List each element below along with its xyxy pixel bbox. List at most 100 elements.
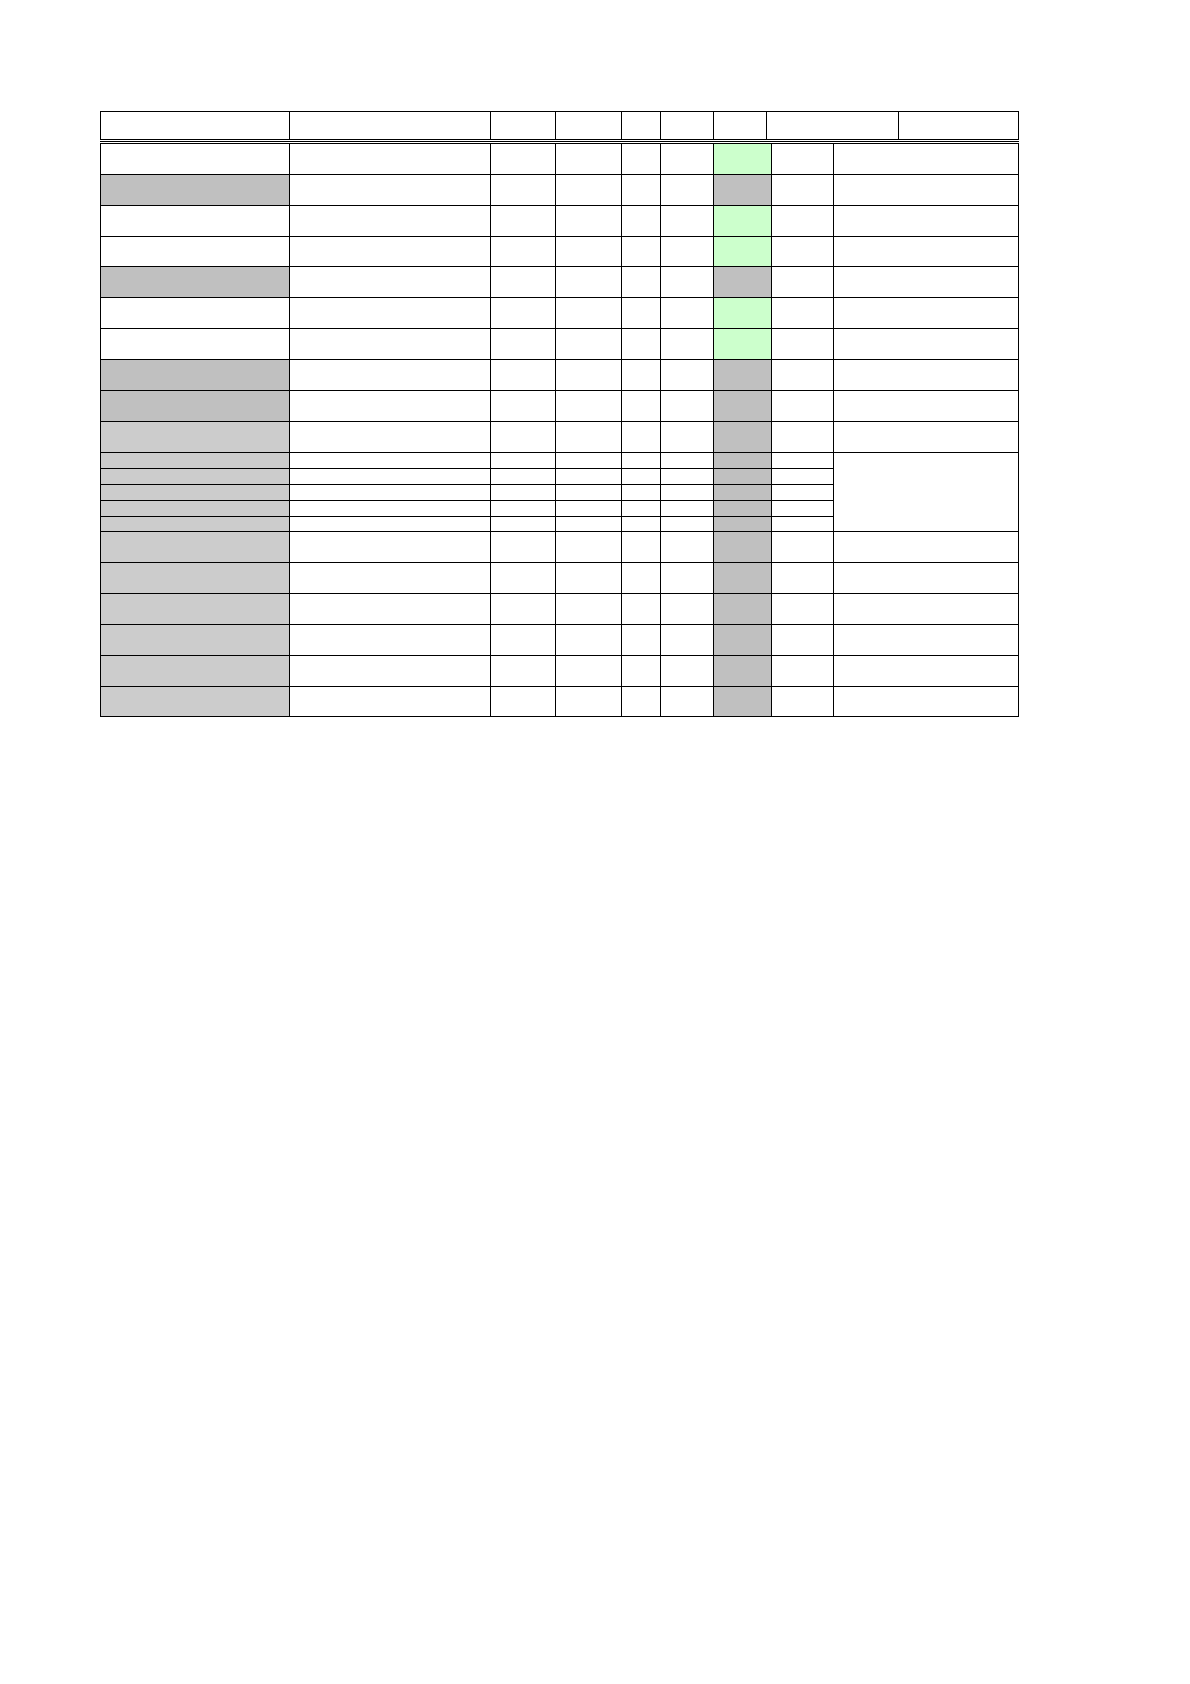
table-cell (713, 359, 772, 391)
table-cell (289, 484, 491, 501)
table-cell (555, 531, 622, 563)
header-double-rule (100, 141, 1019, 142)
table-cell (660, 266, 714, 298)
header-cell (621, 111, 661, 140)
table-cell (771, 593, 834, 625)
table-cell (771, 297, 834, 329)
table-cell (555, 421, 622, 453)
table-cell (490, 421, 556, 453)
table-cell (771, 266, 834, 298)
table-cell (555, 328, 622, 360)
table-cell (555, 205, 622, 237)
table-cell (490, 143, 556, 175)
table-cell (555, 655, 622, 687)
table-cell (771, 500, 834, 517)
table-cell (490, 174, 556, 206)
header-cell (898, 111, 1019, 140)
table-cell (289, 297, 491, 329)
table-cell (100, 205, 290, 237)
table-cell (771, 484, 834, 501)
table-cell (713, 266, 772, 298)
table-cell (833, 686, 1019, 717)
table-cell (100, 143, 290, 175)
table-cell (660, 174, 714, 206)
table-cell (100, 452, 290, 469)
table-cell (833, 297, 1019, 329)
table-cell (833, 205, 1019, 237)
table-cell (100, 624, 290, 656)
table-cell (713, 686, 772, 717)
table-cell (555, 593, 622, 625)
table-cell (713, 516, 772, 532)
header-cell (555, 111, 622, 140)
table-cell (621, 266, 661, 298)
table-cell (555, 297, 622, 329)
table-cell (100, 593, 290, 625)
table-cell (660, 686, 714, 717)
table-cell (621, 562, 661, 594)
table-cell (621, 390, 661, 422)
table-cell (289, 655, 491, 687)
table-cell (660, 655, 714, 687)
table-cell (833, 655, 1019, 687)
table-cell (555, 359, 622, 391)
table-cell (771, 562, 834, 594)
table-cell (100, 174, 290, 206)
table-cell (555, 468, 622, 485)
header-cell (490, 111, 556, 140)
table-cell (713, 328, 772, 360)
table-cell (771, 516, 834, 532)
table-cell (660, 593, 714, 625)
table-cell (490, 593, 556, 625)
table-cell (555, 266, 622, 298)
table-cell (555, 624, 622, 656)
table-cell (289, 516, 491, 532)
table-cell (289, 205, 491, 237)
table-cell (490, 468, 556, 485)
table-cell (771, 624, 834, 656)
header-cell (713, 111, 767, 140)
table-cell (621, 421, 661, 453)
table-cell (289, 468, 491, 485)
table-cell (289, 452, 491, 469)
table-cell (660, 143, 714, 175)
table-cell (660, 468, 714, 485)
table-cell (100, 686, 290, 717)
table-cell (833, 531, 1019, 563)
table-cell (621, 174, 661, 206)
table-cell (713, 531, 772, 563)
table-cell (555, 500, 622, 517)
table-cell (833, 593, 1019, 625)
table-cell (771, 359, 834, 391)
header-cell (766, 111, 899, 140)
table-cell (660, 421, 714, 453)
table-cell (771, 421, 834, 453)
table-cell (771, 205, 834, 237)
table-cell (771, 143, 834, 175)
table-cell (100, 516, 290, 532)
table-cell (621, 624, 661, 656)
table-cell (490, 236, 556, 267)
table-cell (555, 516, 622, 532)
table-cell (555, 484, 622, 501)
table-cell (621, 593, 661, 625)
table-cell (621, 205, 661, 237)
table-cell (621, 531, 661, 563)
table-cell (100, 655, 290, 687)
table-cell (713, 468, 772, 485)
table-cell (713, 421, 772, 453)
table-cell (660, 452, 714, 469)
table-cell (490, 686, 556, 717)
table-cell (490, 655, 556, 687)
table-cell (621, 468, 661, 485)
table-cell (660, 484, 714, 501)
table-cell (713, 236, 772, 267)
table-cell (621, 328, 661, 360)
table-cell (713, 655, 772, 687)
table-cell (660, 500, 714, 517)
table-cell (621, 452, 661, 469)
table-cell (490, 562, 556, 594)
table-cell (490, 452, 556, 469)
table-cell (100, 531, 290, 563)
table-cell (490, 500, 556, 517)
